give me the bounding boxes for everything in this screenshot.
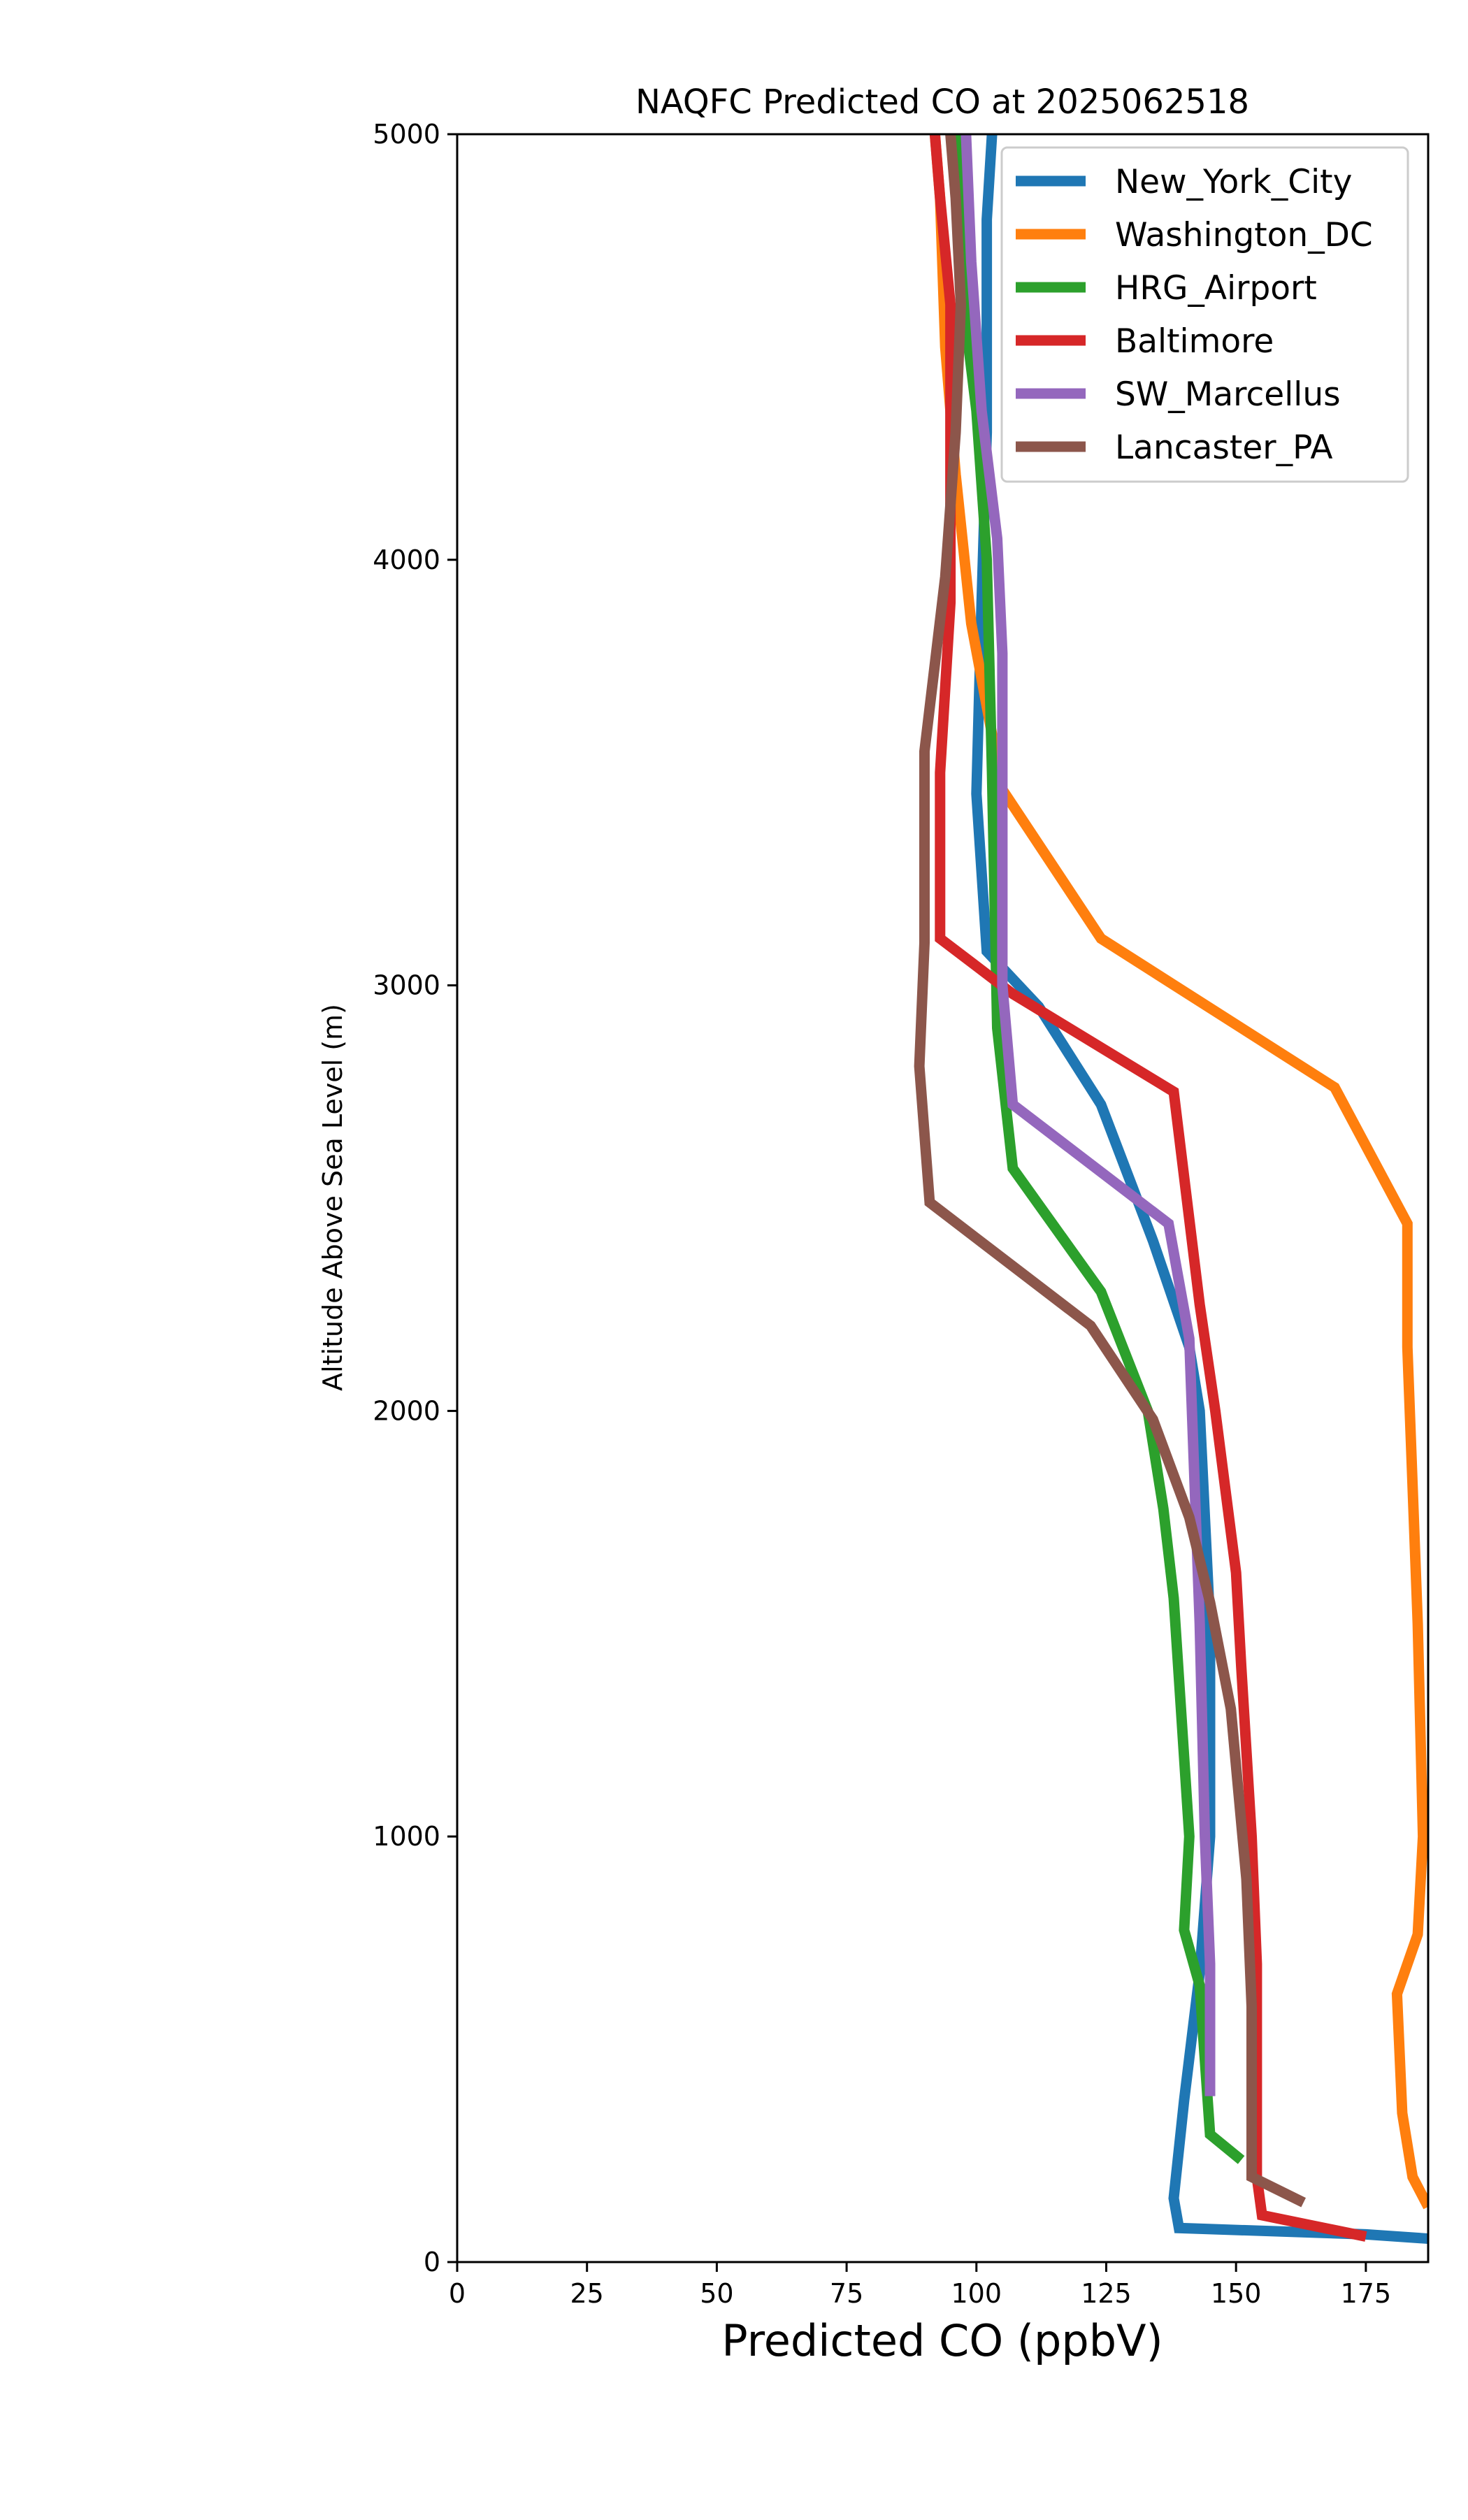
legend-label-baltimore: Baltimore: [1115, 322, 1274, 361]
chart-title: NAQFC Predicted CO at 2025062518: [635, 82, 1249, 122]
series-line-sw-marcellus: [960, 134, 1216, 2096]
series-line-hrg-airport: [956, 134, 1245, 2164]
x-axis-label: Predicted CO (ppbV): [721, 2315, 1163, 2366]
legend-label-lancaster-pa: Lancaster_PA: [1115, 429, 1333, 467]
x-tick-label: 125: [1081, 2278, 1132, 2309]
plot-area: [914, 134, 1428, 2244]
x-tick-label: 150: [1211, 2278, 1262, 2309]
axes-frame: [456, 133, 1430, 2263]
legend-box: [1000, 146, 1409, 483]
y-tick-label: 1000: [373, 1821, 440, 1852]
legend-label-sw-marcellus: SW_Marcellus: [1115, 375, 1341, 414]
x-tick-label: 0: [449, 2278, 466, 2309]
x-tick-label: 75: [830, 2278, 863, 2309]
x-tick-label: 50: [700, 2278, 733, 2309]
y-tick-label: 0: [424, 2247, 440, 2277]
y-axis-label: Altitude Above Sea Level (m): [317, 1004, 348, 1391]
x-tick-label: 25: [570, 2278, 604, 2309]
legend-label-washington-dc: Washington_DC: [1115, 216, 1373, 254]
y-tick-label: 5000: [373, 119, 440, 150]
x-tick-label: 175: [1341, 2278, 1392, 2309]
y-tick-label: 3000: [373, 970, 440, 1001]
x-tick-label: 100: [951, 2278, 1002, 2309]
y-tick-label: 2000: [373, 1395, 440, 1426]
series-line-lancaster-pa: [914, 134, 1307, 2208]
legend: New_York_City Washington_DC HRG_Airport Bal…: [1000, 146, 1409, 483]
axes: 0 25 50 75 100 125 150 175 0 1000 2000 3000 4000 5000: [373, 119, 1430, 2309]
legend-label-new-york-city: New_York_City: [1115, 163, 1352, 201]
legend-label-hrg-airport: HRG_Airport: [1115, 269, 1317, 308]
y-tick-label: 4000: [373, 545, 440, 575]
